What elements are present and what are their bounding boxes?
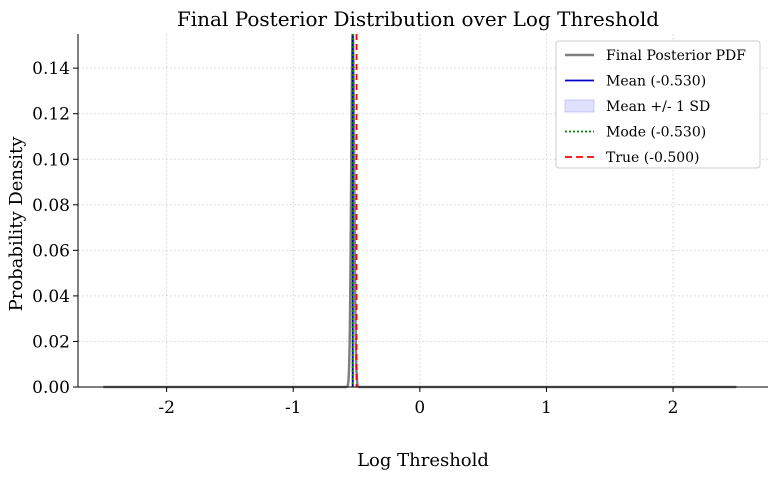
legend-label: Mean +/- 1 SD — [606, 99, 710, 115]
y-tick-label: 0.04 — [32, 287, 70, 307]
axes — [73, 34, 768, 392]
legend-label: True (-0.500) — [606, 150, 700, 166]
legend-box — [555, 40, 761, 169]
chart-title: Final Posterior Distribution over Log Th… — [177, 7, 659, 31]
legend-label: Final Posterior PDF — [606, 48, 746, 64]
y-tick-label: 0.10 — [32, 150, 70, 170]
y-tick-label: 0.02 — [32, 332, 70, 352]
y-tick-label: 0.08 — [32, 196, 70, 216]
y-tick-label: 0.06 — [32, 241, 70, 261]
y-tick-label: 0.14 — [32, 59, 70, 79]
tick-labels: -2 -1 0 1 2 0.00 0.02 0.04 0.06 0.08 0.10 0.12 0.14 — [32, 59, 678, 418]
x-axis-label: Log Threshold — [357, 450, 489, 471]
x-tick-label: -1 — [285, 398, 302, 418]
y-tick-label: 0.12 — [32, 105, 70, 125]
legend-swatch — [564, 99, 595, 113]
x-tick-label: -2 — [158, 398, 175, 418]
legend-label: Mode (-0.530) — [606, 125, 706, 141]
y-tick-label: 0.00 — [32, 378, 70, 398]
legend: Final Posterior PDF Mean (-0.530) Mean +/-… — [555, 40, 761, 169]
legend-label: Mean (-0.530) — [606, 74, 706, 90]
y-axis-label: Probability Density — [6, 136, 27, 312]
x-tick-label: 1 — [541, 398, 552, 418]
x-tick-label: 0 — [414, 398, 425, 418]
x-tick-label: 2 — [668, 398, 679, 418]
